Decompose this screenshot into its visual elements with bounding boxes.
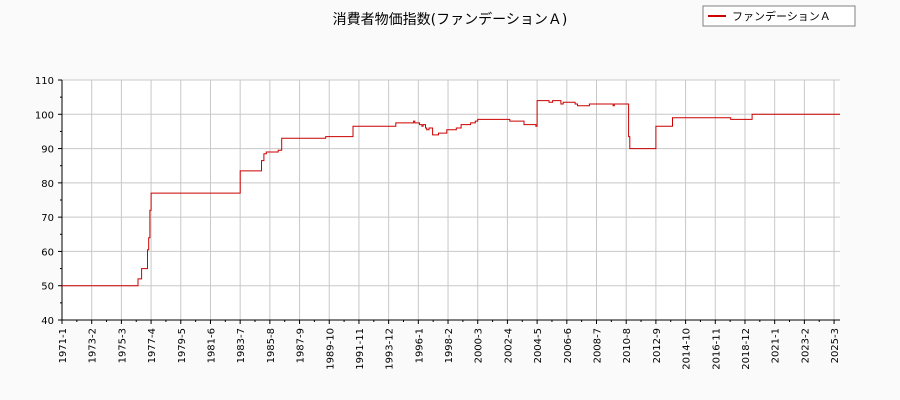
plot-area [62, 80, 840, 320]
x-tick-label: 1981-6 [206, 328, 217, 363]
x-tick-label: 2018-12 [741, 328, 752, 370]
x-tick-label: 2025-3 [830, 328, 841, 363]
chart-title: 消費者物価指数(ファンデーションＡ) [333, 11, 568, 28]
legend-label: ファンデーションＡ [732, 9, 831, 23]
x-tick-label: 2000-3 [474, 328, 485, 363]
x-tick-label: 1996-1 [414, 328, 425, 363]
x-tick-label: 2008-7 [593, 328, 604, 363]
x-tick-label: 2010-8 [622, 328, 633, 363]
x-tick-label: 1983-7 [236, 328, 247, 363]
x-tick-label: 2004-5 [533, 328, 544, 363]
x-tick-label: 1993-12 [385, 328, 396, 370]
y-tick-label: 50 [41, 282, 54, 293]
axes: 40 50 60 70 80 90 100 110 1971-1 1973-2 1975-3 1977… [35, 76, 841, 370]
x-tick-label: 1979-5 [177, 328, 188, 363]
x-tick-label: 1987-9 [296, 328, 307, 363]
y-tick-label: 70 [41, 213, 54, 224]
y-tick-label: 80 [41, 179, 54, 190]
x-tick-label: 2016-11 [711, 328, 722, 370]
y-tick-label: 100 [35, 110, 54, 121]
grid [61, 79, 840, 321]
x-tick-label: 1973-2 [88, 328, 99, 363]
x-tick-label: 1991-11 [355, 328, 366, 370]
x-tick-label: 2021-1 [771, 328, 782, 363]
y-tick-label: 40 [41, 316, 54, 327]
x-tick-label: 2006-6 [563, 328, 574, 363]
x-tick-label: 1985-8 [266, 328, 277, 363]
x-tick-label: 2012-9 [652, 328, 663, 363]
x-tick-label: 1989-10 [325, 328, 336, 370]
x-tick-label: 2014-10 [682, 328, 693, 370]
legend-box [702, 5, 856, 27]
x-tick-label: 2023-2 [800, 328, 811, 363]
legend: ファンデーションＡ [702, 5, 856, 27]
x-tick-label: 1975-3 [117, 328, 128, 363]
y-tick-label: 110 [35, 76, 54, 87]
x-tick-label: 1977-4 [147, 328, 158, 363]
y-tick-label: 60 [41, 247, 54, 258]
x-tick-label: 1998-2 [444, 328, 455, 363]
series-layer [62, 100, 840, 287]
x-tick-label: 2002-4 [503, 328, 514, 363]
y-tick-label: 90 [41, 145, 54, 156]
series-line [62, 100, 840, 287]
x-tick-label: 1971-1 [58, 328, 69, 363]
